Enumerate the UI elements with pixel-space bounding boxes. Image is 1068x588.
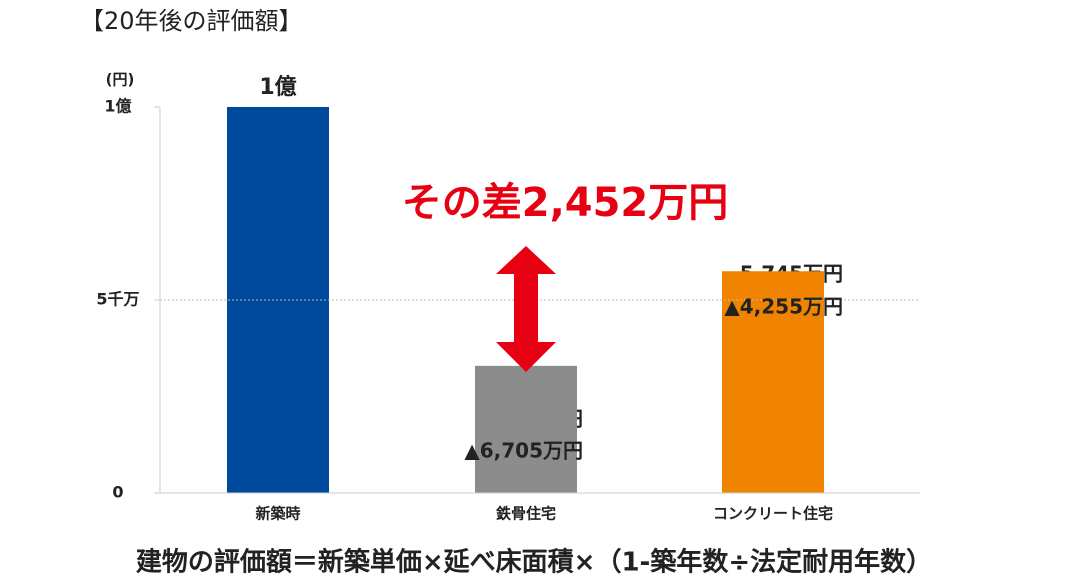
chart-title: 【20年後の評価額】 xyxy=(80,7,303,35)
y-tick-label: 0 xyxy=(112,483,123,502)
formula-footnote: 建物の評価額＝新築単価×延べ床面積×（1-築年数÷法定耐用年数） xyxy=(136,547,932,578)
bar xyxy=(475,365,577,493)
difference-arrow xyxy=(496,246,556,372)
x-tick-label: 鉄骨住宅 xyxy=(496,505,556,523)
y-tick-label: 1億 xyxy=(104,97,131,116)
x-tick-label: 新築時 xyxy=(255,505,300,523)
change-label: ▲4,255万円 xyxy=(724,295,843,319)
change-label: ▲6,705万円 xyxy=(464,439,583,463)
bar xyxy=(722,271,824,493)
difference-annotation: その差2,452万円 xyxy=(402,180,729,226)
value-label: 1億 xyxy=(259,74,296,100)
y-tick-label: 5千万 xyxy=(96,290,139,309)
y-axis-unit: (円) xyxy=(106,71,135,89)
x-tick-label: コンクリート住宅 xyxy=(713,505,833,523)
